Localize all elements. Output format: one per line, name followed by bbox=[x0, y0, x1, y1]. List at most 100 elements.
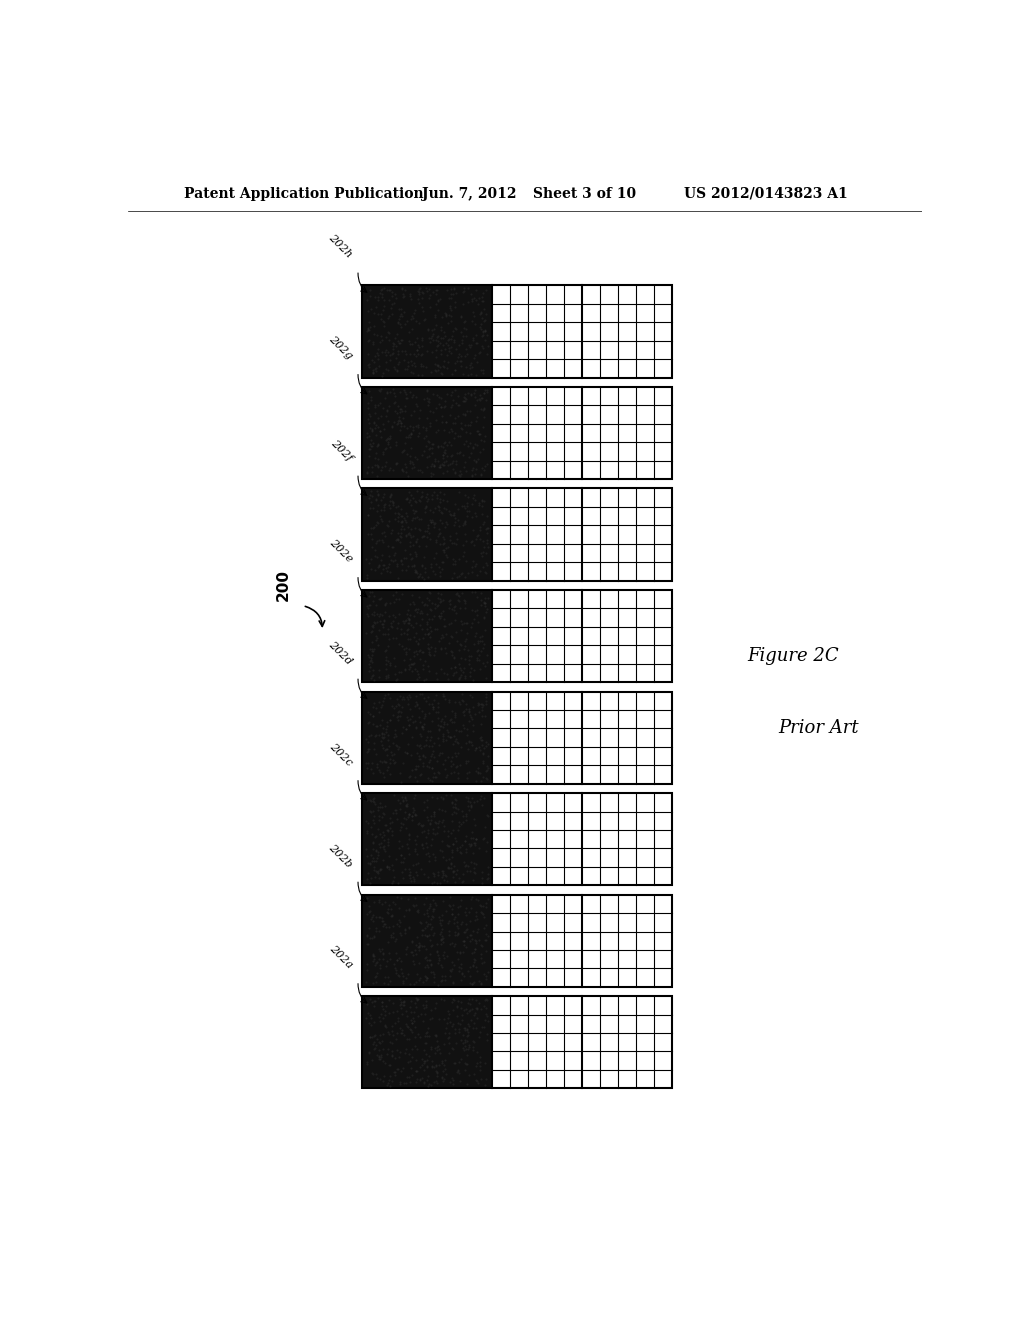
Point bbox=[401, 445, 418, 466]
Point bbox=[433, 591, 450, 612]
Point bbox=[375, 942, 391, 964]
Point bbox=[400, 1067, 417, 1088]
Point bbox=[399, 734, 416, 755]
Point bbox=[441, 298, 458, 319]
Point bbox=[408, 840, 424, 861]
Point bbox=[472, 763, 488, 784]
Point bbox=[396, 808, 413, 829]
Point bbox=[374, 911, 390, 932]
Point bbox=[428, 384, 444, 405]
Point bbox=[382, 1076, 398, 1097]
Point bbox=[408, 804, 424, 825]
Point bbox=[399, 516, 416, 537]
Point bbox=[444, 796, 461, 817]
Bar bbox=[493, 488, 672, 581]
Point bbox=[443, 337, 460, 358]
Point bbox=[374, 279, 390, 300]
Point bbox=[395, 970, 412, 991]
Point bbox=[445, 450, 462, 471]
Point bbox=[417, 965, 433, 986]
Point bbox=[432, 743, 449, 764]
Point bbox=[376, 315, 392, 337]
Point bbox=[441, 858, 458, 879]
Point bbox=[444, 792, 461, 813]
Point bbox=[365, 801, 381, 822]
Point bbox=[420, 566, 436, 587]
Point bbox=[369, 442, 385, 463]
Point bbox=[450, 731, 466, 752]
Point bbox=[454, 800, 470, 821]
Point bbox=[444, 734, 461, 755]
Point bbox=[394, 408, 411, 429]
Point bbox=[427, 409, 443, 430]
Point bbox=[455, 281, 471, 302]
Point bbox=[368, 403, 384, 424]
Point bbox=[431, 1043, 447, 1064]
Point bbox=[415, 838, 431, 859]
Point bbox=[453, 842, 469, 863]
Point bbox=[478, 343, 495, 364]
Point bbox=[391, 409, 408, 430]
Point bbox=[371, 1006, 387, 1027]
Point bbox=[380, 321, 396, 342]
Point bbox=[428, 1026, 444, 1047]
Point bbox=[397, 511, 414, 532]
Point bbox=[443, 284, 460, 305]
Point bbox=[358, 925, 375, 946]
Point bbox=[455, 445, 471, 466]
Point bbox=[447, 1022, 464, 1043]
Point bbox=[429, 941, 445, 962]
Point bbox=[472, 429, 488, 450]
Point bbox=[393, 329, 410, 350]
Point bbox=[392, 420, 409, 441]
Point bbox=[431, 488, 447, 510]
Point bbox=[443, 445, 460, 466]
Point bbox=[418, 277, 434, 298]
Point bbox=[436, 541, 453, 562]
Point bbox=[399, 444, 416, 465]
Point bbox=[423, 834, 439, 855]
Point bbox=[470, 632, 486, 653]
Point bbox=[407, 652, 423, 673]
Point bbox=[477, 989, 494, 1010]
Point bbox=[446, 873, 463, 894]
Point bbox=[458, 326, 474, 347]
Point bbox=[439, 334, 456, 355]
Point bbox=[473, 465, 489, 486]
Point bbox=[389, 341, 406, 362]
Point bbox=[435, 1055, 452, 1076]
Point bbox=[432, 921, 449, 942]
Point bbox=[433, 327, 450, 348]
Point bbox=[396, 401, 413, 422]
Point bbox=[432, 565, 449, 586]
Point bbox=[423, 511, 439, 532]
Point bbox=[457, 524, 473, 545]
Point bbox=[445, 504, 462, 525]
Point bbox=[392, 989, 409, 1010]
Point bbox=[420, 822, 436, 843]
Point bbox=[359, 731, 376, 752]
Point bbox=[429, 619, 445, 640]
Point bbox=[388, 735, 404, 756]
Point bbox=[473, 867, 489, 888]
Point bbox=[383, 854, 399, 875]
Point bbox=[409, 1061, 425, 1082]
Point bbox=[359, 933, 376, 954]
Point bbox=[373, 697, 389, 718]
Point bbox=[394, 1019, 411, 1040]
Point bbox=[426, 998, 442, 1019]
Point bbox=[402, 285, 419, 306]
Point bbox=[416, 998, 432, 1019]
Point bbox=[462, 956, 478, 977]
Point bbox=[409, 735, 425, 756]
Point bbox=[407, 331, 423, 352]
Point bbox=[464, 459, 480, 480]
Point bbox=[397, 809, 414, 830]
Point bbox=[385, 536, 401, 557]
Point bbox=[468, 289, 484, 310]
Point bbox=[360, 553, 377, 574]
Point bbox=[371, 1048, 387, 1069]
Point bbox=[404, 945, 421, 966]
Point bbox=[391, 948, 408, 969]
Point bbox=[464, 942, 480, 964]
